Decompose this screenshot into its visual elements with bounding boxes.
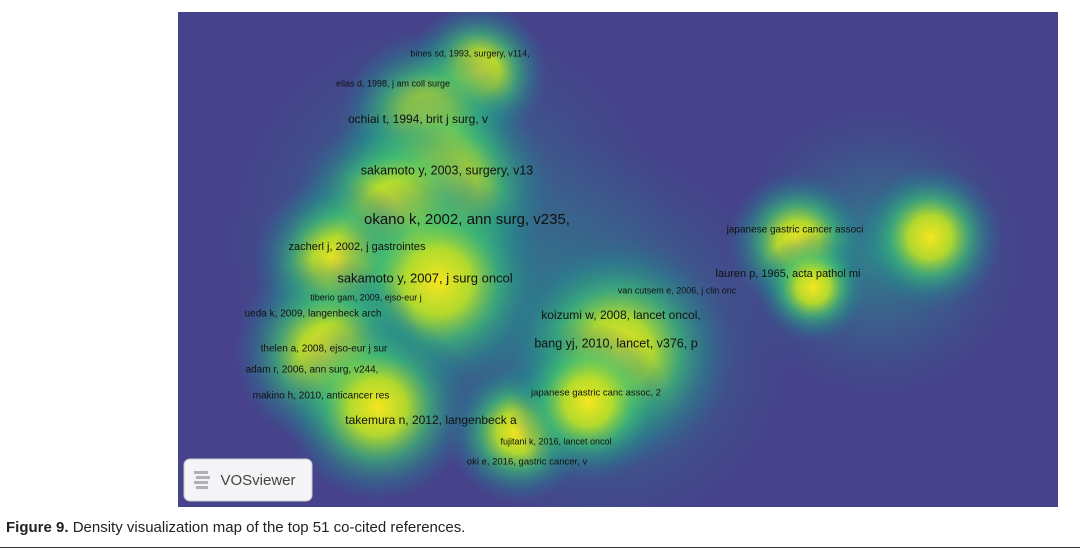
- node-label: ochiai t, 1994, brit j surg, v: [348, 112, 488, 126]
- logo-box: [183, 458, 313, 502]
- node-label: takemura n, 2012, langenbeck a: [345, 413, 517, 427]
- node-label: koizumi w, 2008, lancet oncol,: [541, 308, 700, 322]
- node-label: adam r, 2006, ann surg, v244,: [246, 365, 379, 376]
- node-label: thelen a, 2008, ejso-eur j sur: [261, 344, 388, 355]
- density-layer: [218, 12, 1028, 507]
- density-blob: [758, 232, 868, 342]
- density-blob: [283, 312, 473, 502]
- node-label: japanese gastric canc assoc, 2: [530, 388, 661, 399]
- node-label: elias d, 1998, j am coll surge: [336, 78, 450, 88]
- node-label: oki e, 2016, gastric cancer, v: [467, 457, 588, 468]
- node-label: bines sd, 1993, surgery, v114,: [410, 48, 529, 58]
- node-label: fujitani k, 2016, lancet oncol: [500, 436, 611, 446]
- node-label: makino h, 2010, anticancer res: [253, 391, 390, 402]
- node-label: japanese gastric cancer associ: [726, 225, 864, 236]
- density-map: bines sd, 1993, surgery, v114, elias d, 1…: [178, 12, 1058, 507]
- node-label: sakamoto y, 2007, j surg oncol: [337, 270, 512, 285]
- density-blob: [508, 322, 668, 482]
- logo-text: VOSviewer: [220, 472, 295, 489]
- caption-text: Density visualization map of the top 51 …: [72, 519, 466, 536]
- node-label: sakamoto y, 2003, surgery, v13: [361, 163, 534, 177]
- node-label: ueda k, 2009, langenbeck arch: [245, 309, 382, 320]
- logo-icon: [194, 471, 210, 489]
- caption: Figure 9. Density visualization map of t…: [6, 519, 465, 536]
- node-label: tiberio gam, 2009, ejso-eur j: [310, 292, 422, 302]
- node-label: van cutsem e, 2006, j clin onc: [618, 285, 737, 295]
- node-label: bang yj, 2010, lancet, v376, p: [534, 336, 697, 350]
- node-label: lauren p, 1965, acta pathol mi: [716, 268, 861, 280]
- node-label: okano k, 2002, ann surg, v235,: [364, 211, 570, 228]
- density-blob: [858, 165, 1002, 309]
- labels: bines sd, 1993, surgery, v114, elias d, 1…: [245, 48, 864, 467]
- node-label: zacherl j, 2002, j gastrointes: [289, 241, 426, 253]
- caption-label: Figure 9.: [6, 519, 69, 536]
- rule: [0, 547, 1080, 548]
